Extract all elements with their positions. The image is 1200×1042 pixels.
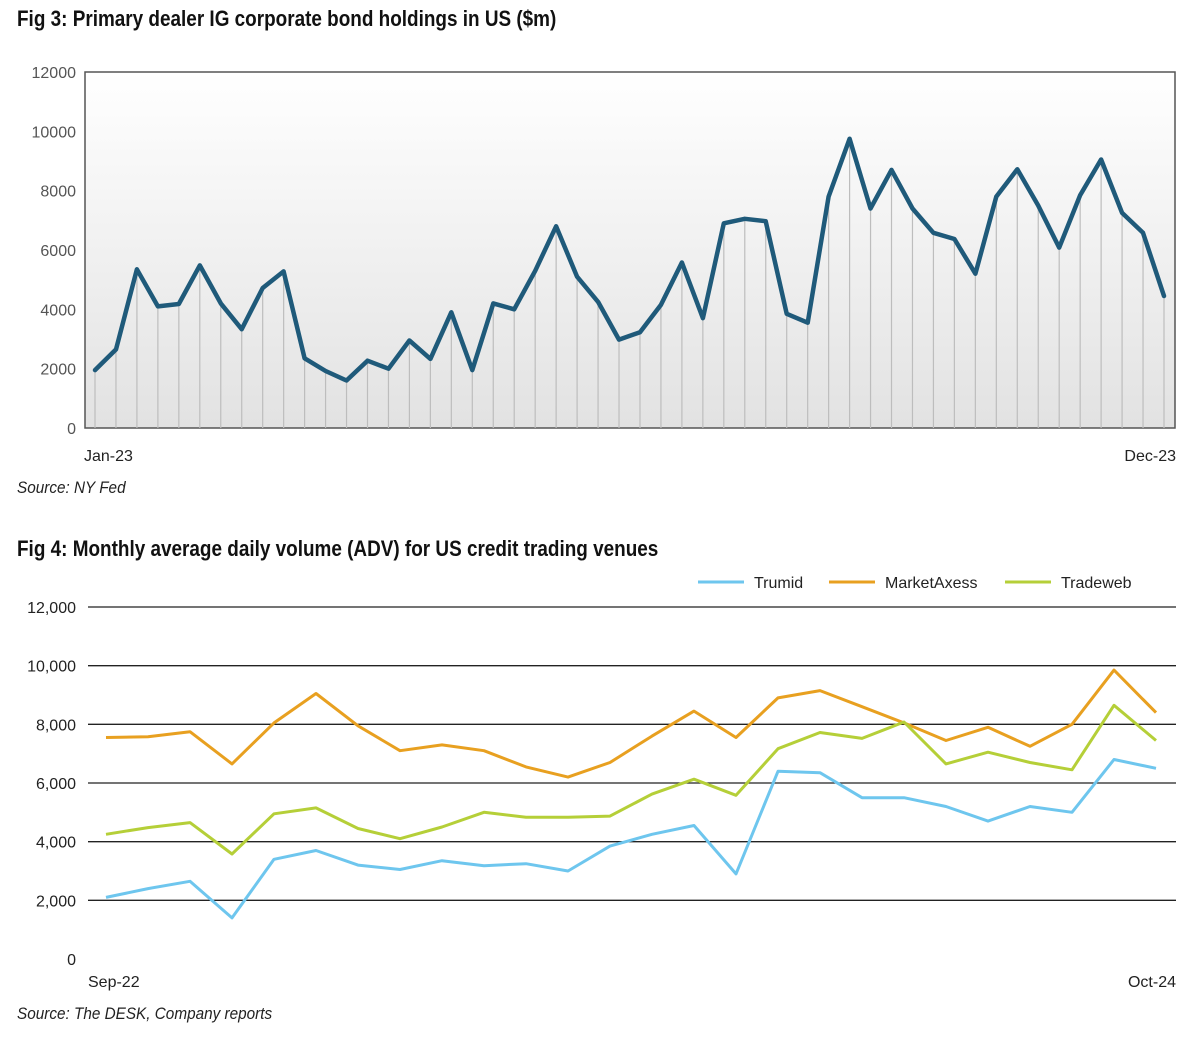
fig4-y-tick-label: 0 bbox=[67, 952, 76, 969]
fig4-y-tick-label: 8,000 bbox=[36, 717, 76, 734]
fig3-x-start-label: Jan-23 bbox=[84, 448, 133, 465]
fig3-y-tick-label: 0 bbox=[67, 421, 76, 438]
fig4-y-tick-label: 4,000 bbox=[36, 835, 76, 852]
fig3-plot-area bbox=[84, 71, 1176, 429]
fig4-series-trumid-line bbox=[105, 758, 1157, 920]
fig4-chart: 0 2,000 4,000 6,000 8,000 10,000 12,000 Trumid… bbox=[27, 575, 1176, 991]
fig4-series-tradeweb-line bbox=[105, 703, 1157, 856]
fig3-chart: 0 2000 4000 6000 8000 10000 12000 Jan-23 Dec-2… bbox=[32, 65, 1177, 465]
fig4-source: Source: The DESK, Company reports bbox=[17, 1004, 273, 1023]
fig3-x-end-label: Dec-23 bbox=[1124, 448, 1176, 465]
fig4-y-tick-label: 6,000 bbox=[36, 776, 76, 793]
fig3-y-tick-label: 12000 bbox=[32, 65, 77, 82]
fig3-title: Fig 3: Primary dealer IG corporate bond … bbox=[17, 6, 557, 31]
fig4-y-tick-label: 10,000 bbox=[27, 659, 76, 676]
fig3-source: Source: NY Fed bbox=[17, 478, 126, 497]
fig3-y-tick-label: 8000 bbox=[40, 184, 76, 201]
fig4-y-tick-label: 12,000 bbox=[27, 600, 76, 617]
legend-label-marketaxess: MarketAxess bbox=[885, 575, 977, 592]
legend-label-trumid: Trumid bbox=[754, 575, 803, 592]
fig3-series-line bbox=[92, 136, 1167, 383]
fig4-title: Fig 4: Monthly average daily volume (ADV… bbox=[17, 536, 659, 561]
fig3-y-tick-label: 6000 bbox=[40, 243, 76, 260]
fig3-y-tick-label: 2000 bbox=[40, 362, 76, 379]
legend-label-tradeweb: Tradeweb bbox=[1061, 575, 1132, 592]
fig4-x-end-label: Oct-24 bbox=[1128, 974, 1176, 991]
fig4-y-tick-label: 2,000 bbox=[36, 893, 76, 910]
fig3-y-tick-label: 10000 bbox=[32, 124, 77, 141]
fig4-series-marketaxess-line bbox=[105, 668, 1158, 779]
fig4-x-start-label: Sep-22 bbox=[88, 974, 140, 991]
fig3-y-tick-label: 4000 bbox=[40, 302, 76, 319]
